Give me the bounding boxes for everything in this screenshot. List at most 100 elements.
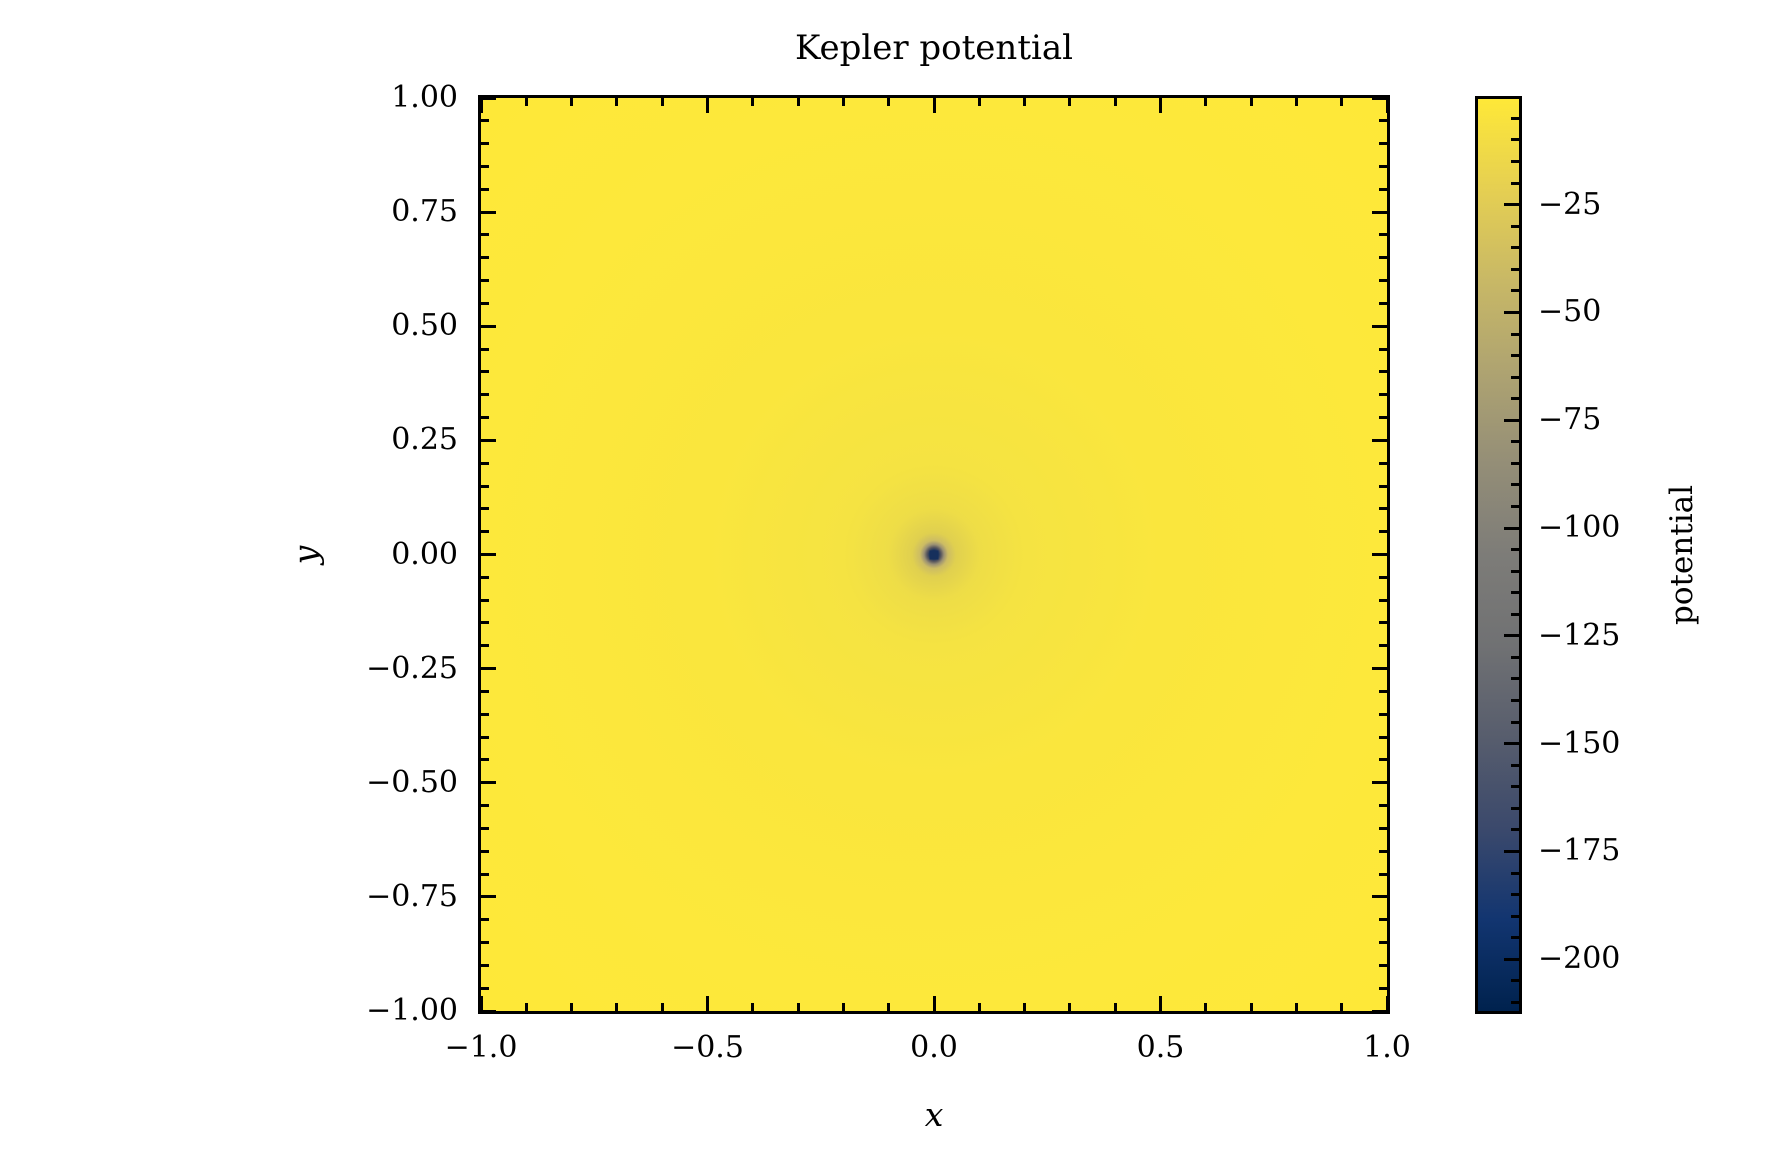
y-minor-tick xyxy=(481,872,489,876)
y-major-tick xyxy=(481,781,496,785)
x-axis-label: x xyxy=(924,1095,944,1134)
colorbar-minor-tick xyxy=(1511,785,1519,789)
colorbar-minor-tick xyxy=(1511,763,1519,767)
y-major-tick xyxy=(481,438,496,442)
y-major-tick xyxy=(1372,781,1387,785)
y-minor-tick xyxy=(481,941,489,945)
y-tick-label: 0.50 xyxy=(391,308,458,344)
x-minor-tick xyxy=(1340,1003,1344,1011)
colorbar-minor-tick xyxy=(1511,354,1519,358)
y-minor-tick xyxy=(1379,164,1387,168)
y-minor-tick xyxy=(1379,644,1387,648)
colorbar-minor-tick xyxy=(1511,246,1519,250)
y-minor-tick xyxy=(481,986,489,990)
colorbar-minor-tick xyxy=(1511,116,1519,120)
colorbar-minor-tick xyxy=(1511,655,1519,659)
x-minor-tick xyxy=(1204,98,1208,106)
y-minor-tick xyxy=(481,849,489,853)
chart-title: Kepler potential xyxy=(794,28,1074,68)
y-minor-tick xyxy=(481,918,489,922)
x-major-tick xyxy=(706,98,709,113)
x-major-tick xyxy=(932,98,936,113)
y-minor-tick xyxy=(1379,735,1387,739)
y-major-tick xyxy=(1372,324,1387,328)
x-minor-tick xyxy=(1068,98,1072,106)
y-tick-label: 0.25 xyxy=(391,422,458,458)
x-minor-tick xyxy=(1249,98,1253,106)
colorbar-minor-tick xyxy=(1511,828,1519,832)
x-minor-tick xyxy=(977,1003,981,1011)
colorbar-major-tick xyxy=(1504,203,1519,207)
colorbar-minor-tick xyxy=(1511,160,1519,164)
y-minor-tick xyxy=(1379,119,1387,123)
y-major-tick xyxy=(481,895,496,899)
x-minor-tick xyxy=(1113,98,1117,106)
y-tick-label: 0.75 xyxy=(391,194,458,230)
x-minor-tick xyxy=(841,98,845,106)
x-major-tick xyxy=(1159,98,1162,113)
y-minor-tick xyxy=(481,758,489,762)
y-minor-tick xyxy=(1379,507,1387,511)
colorbar-label: potential xyxy=(1664,484,1700,626)
x-major-tick xyxy=(932,996,936,1011)
y-minor-tick xyxy=(1379,849,1387,853)
colorbar-tick-label: −125 xyxy=(1538,617,1621,653)
colorbar-tick-label: −150 xyxy=(1538,725,1621,761)
y-tick-label: −1.00 xyxy=(366,993,458,1028)
colorbar-minor-tick xyxy=(1511,591,1519,595)
y-minor-tick xyxy=(1379,963,1387,967)
x-minor-tick xyxy=(524,98,528,106)
colorbar-minor-tick xyxy=(1511,397,1519,401)
colorbar xyxy=(1475,96,1522,1014)
colorbar-major-tick xyxy=(1504,310,1519,314)
y-major-tick xyxy=(1372,1009,1387,1013)
y-tick-label: −0.75 xyxy=(366,878,458,914)
colorbar-tick-label: −200 xyxy=(1538,941,1621,977)
y-major-tick xyxy=(481,324,496,328)
y-minor-tick xyxy=(481,530,489,534)
colorbar-minor-tick xyxy=(1511,936,1519,940)
x-minor-tick xyxy=(887,98,891,106)
y-minor-tick xyxy=(481,644,489,648)
x-minor-tick xyxy=(660,1003,664,1011)
colorbar-tick-label: −175 xyxy=(1538,833,1621,869)
colorbar-minor-tick xyxy=(1511,569,1519,573)
y-major-tick xyxy=(1372,96,1387,100)
x-minor-tick xyxy=(570,98,574,106)
y-minor-tick xyxy=(1379,187,1387,191)
y-minor-tick xyxy=(481,256,489,260)
y-major-tick xyxy=(1372,553,1387,556)
y-minor-tick xyxy=(481,301,489,305)
y-minor-tick xyxy=(1379,712,1387,716)
x-minor-tick xyxy=(524,1003,528,1011)
y-minor-tick xyxy=(481,484,489,488)
y-minor-tick xyxy=(1379,872,1387,876)
x-minor-tick xyxy=(751,98,755,106)
y-minor-tick xyxy=(1379,142,1387,146)
colorbar-minor-tick xyxy=(1511,979,1519,983)
colorbar-major-tick xyxy=(1504,742,1519,746)
colorbar-minor-tick xyxy=(1511,893,1519,897)
colorbar-minor-tick xyxy=(1511,914,1519,918)
y-minor-tick xyxy=(1379,301,1387,305)
y-minor-tick xyxy=(1379,689,1387,693)
colorbar-minor-tick xyxy=(1511,138,1519,142)
y-minor-tick xyxy=(481,712,489,716)
colorbar-minor-tick xyxy=(1511,612,1519,616)
y-minor-tick xyxy=(481,119,489,123)
potential-singularity-dot xyxy=(929,550,939,559)
colorbar-minor-tick xyxy=(1511,375,1519,379)
y-major-tick xyxy=(1372,210,1387,214)
y-minor-tick xyxy=(481,621,489,625)
heatmap-plot-area xyxy=(478,95,1390,1014)
x-minor-tick xyxy=(1068,1003,1072,1011)
y-major-tick xyxy=(481,1009,496,1013)
y-minor-tick xyxy=(481,347,489,351)
colorbar-major-tick xyxy=(1504,849,1519,853)
x-minor-tick xyxy=(615,98,619,106)
x-minor-tick xyxy=(1340,98,1344,106)
y-minor-tick xyxy=(481,735,489,739)
y-major-tick xyxy=(481,553,496,556)
x-major-tick xyxy=(1159,996,1162,1011)
x-tick-label: −1.0 xyxy=(444,1030,518,1065)
